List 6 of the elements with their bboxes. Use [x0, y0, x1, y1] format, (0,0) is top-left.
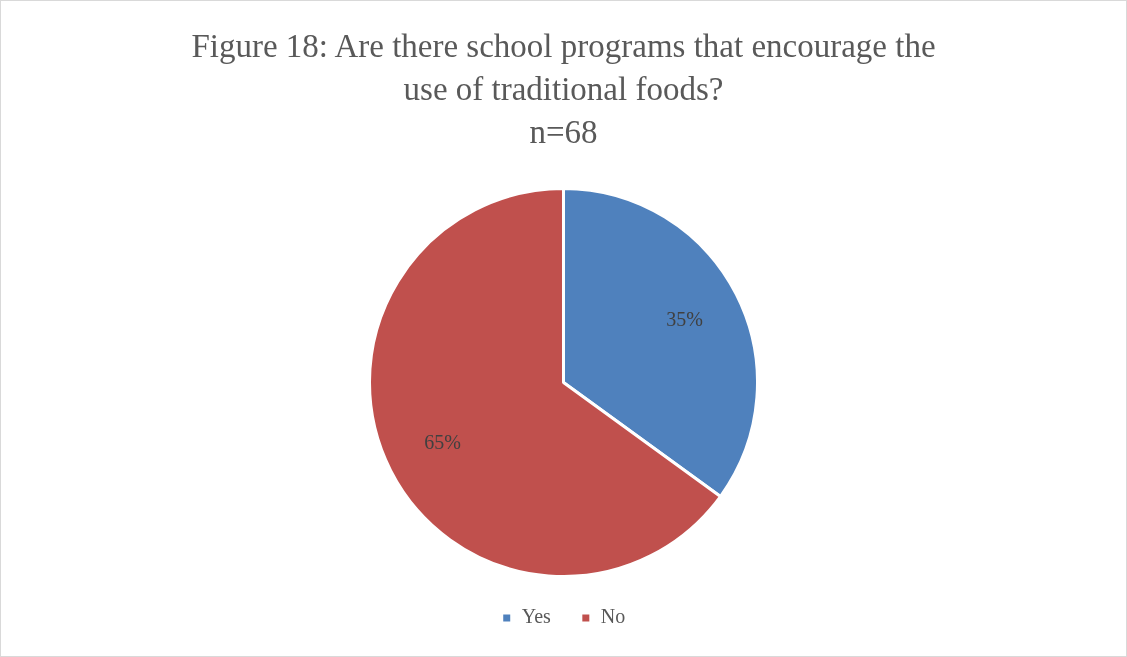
data-label: 35% — [666, 308, 703, 331]
legend-label: Yes — [521, 605, 552, 628]
legend-label: No — [600, 605, 626, 628]
chart-title: Figure 18: Are there school programs that encourage the use of traditional foods? — [190, 27, 937, 109]
data-label: 65% — [424, 431, 461, 454]
chart-subtitle: n=68 — [528, 113, 599, 152]
